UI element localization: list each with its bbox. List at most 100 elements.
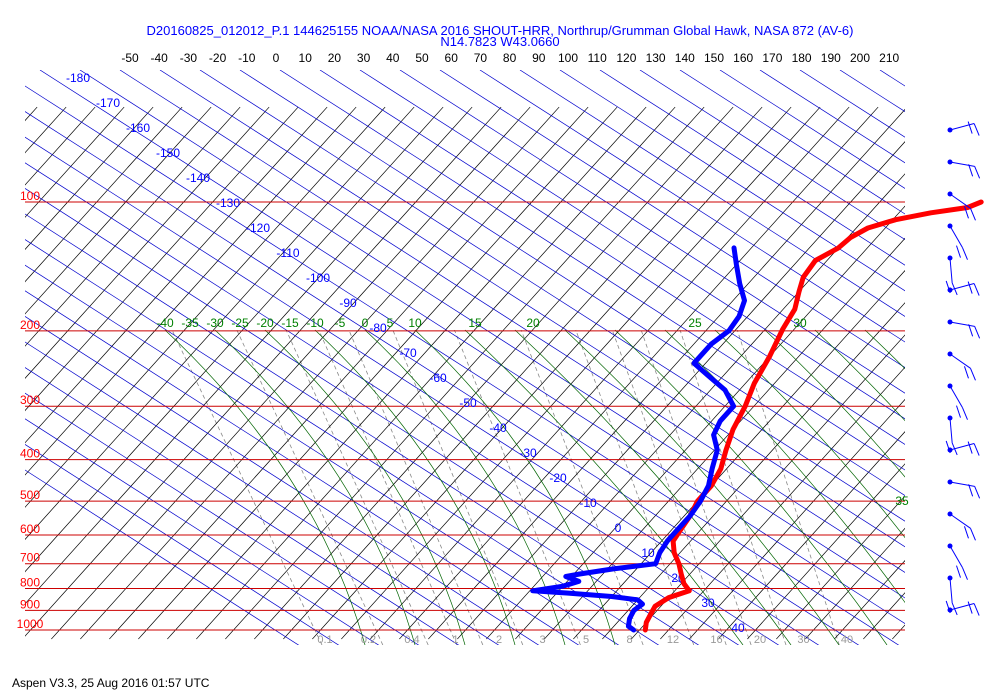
dry-adiabat-line	[639, 70, 905, 241]
dry-adiabat-line	[25, 443, 340, 645]
temperature-tick-label: 130	[646, 51, 666, 65]
isotherm-line	[312, 106, 792, 640]
isotherm-line	[283, 106, 763, 640]
wind-barb-flag	[973, 283, 980, 296]
mixing-ratio-label: 0.4	[404, 634, 419, 646]
temperature-tick-label: 190	[821, 51, 841, 65]
pressure-tick-label: 1000	[17, 617, 44, 631]
wind-barb-staff	[949, 321, 975, 327]
dry-adiabat-line	[25, 111, 860, 645]
moist-adiabat-label: -25	[231, 316, 249, 330]
dry-adiabat-line	[25, 162, 780, 645]
wind-barb-staff	[949, 443, 975, 451]
dry-adiabat-line	[879, 70, 905, 87]
wind-barb-flag	[970, 208, 976, 221]
moist-adiabat-label: -20	[256, 316, 274, 330]
isotherm-line	[25, 106, 183, 283]
temperature-profile	[642, 199, 984, 633]
dry-adiabat-label: -70	[399, 346, 417, 360]
mixing-ratio-line	[285, 329, 429, 645]
mixing-ratio-line	[575, 329, 695, 645]
isotherm-line	[109, 106, 589, 640]
wind-barb-flag	[968, 484, 974, 497]
moist-adiabat-line	[314, 329, 516, 645]
dry-adiabat-line	[25, 264, 620, 645]
isotherm-line	[25, 106, 473, 605]
temperature-tick-label: 80	[503, 51, 517, 65]
wind-barb-staff	[949, 577, 953, 603]
dry-adiabat-line	[439, 70, 905, 369]
moist-adiabat-label: -5	[335, 316, 346, 330]
wind-barb-flag	[956, 245, 961, 258]
mixing-ratio-label: 8	[626, 634, 632, 646]
dry-adiabat-line	[479, 70, 905, 343]
dry-adiabat-label: -60	[429, 371, 447, 385]
wind-barb-flag	[974, 166, 981, 179]
plot-area	[25, 70, 1000, 700]
moist-adiabat-label: 35	[895, 494, 909, 508]
dry-adiabat-label: -90	[339, 296, 357, 310]
mixing-ratio-label: 20	[754, 634, 766, 646]
wind-barb-staff	[949, 353, 971, 369]
isotherm-line	[573, 270, 905, 640]
dry-adiabat-label: 30	[701, 596, 715, 610]
dry-adiabat-line	[25, 341, 500, 645]
isotherm-line	[196, 106, 676, 640]
wind-barb-flag	[974, 486, 981, 499]
moist-adiabat-line	[214, 329, 416, 645]
temperature-tick-label: 20	[328, 51, 342, 65]
temperature-tick-label: 50	[415, 51, 429, 65]
mixing-ratio-line	[454, 329, 581, 645]
dry-adiabat-label: -20	[549, 471, 567, 485]
dry-adiabat-label: -140	[186, 171, 210, 185]
pressure-tick-label: 600	[20, 522, 40, 536]
wind-barb-flag	[970, 368, 976, 381]
isotherms	[25, 106, 905, 640]
wind-barb-staff	[949, 513, 971, 529]
dry-adiabat-line	[679, 70, 905, 215]
moist-adiabats	[164, 329, 905, 645]
pressure-tick-label: 200	[20, 318, 40, 332]
dry-adiabat-label: -10	[579, 496, 597, 510]
temperature-tick-label: 170	[762, 51, 782, 65]
dry-adiabat-label: -170	[96, 96, 120, 110]
temperature-tick-label: 90	[532, 51, 546, 65]
dry-adiabat-line	[359, 70, 905, 420]
dry-adiabat-line	[159, 70, 905, 548]
isotherm-line	[776, 495, 905, 640]
wind-barb-flag	[968, 324, 974, 337]
moist-adiabat-label: 25	[688, 316, 702, 330]
wind-barb-flag	[970, 528, 976, 541]
dry-adiabat-line	[839, 70, 905, 113]
dry-adiabat-line	[559, 70, 905, 292]
isotherm-line	[544, 237, 905, 640]
temperature-tick-label: -50	[121, 51, 139, 65]
isotherm-line	[25, 106, 415, 540]
mixing-ratio-line	[236, 329, 384, 645]
moist-adiabat-label: -10	[306, 316, 324, 330]
dry-adiabat-label: 40	[731, 621, 745, 635]
dry-adiabat-label: -50	[459, 396, 477, 410]
dry-adiabat-line	[239, 70, 905, 497]
isotherm-line	[602, 302, 905, 640]
isotherm-line	[25, 106, 125, 218]
mixing-ratio-line	[392, 329, 524, 645]
mixing-ratio-line	[520, 329, 644, 645]
temperature-tick-label: 100	[558, 51, 578, 65]
wind-barbs	[945, 121, 981, 616]
wind-barb-flag	[973, 603, 980, 616]
isotherm-line	[341, 106, 821, 640]
dry-adiabat-line	[920, 70, 1000, 700]
dry-adiabat-line	[25, 392, 420, 645]
isotherm-line	[486, 173, 905, 640]
isotherm-line	[225, 106, 705, 640]
wind-barb-flag	[967, 601, 973, 614]
isotherm-line	[25, 106, 299, 412]
wind-barb-flag	[962, 567, 968, 580]
mixing-ratio-label: 0.1	[317, 634, 332, 646]
moist-adiabat-line	[714, 329, 905, 539]
dry-adiabat-label: 0	[615, 521, 622, 535]
dry-adiabat-label: -80	[369, 321, 387, 335]
isotherm-line	[515, 205, 905, 640]
